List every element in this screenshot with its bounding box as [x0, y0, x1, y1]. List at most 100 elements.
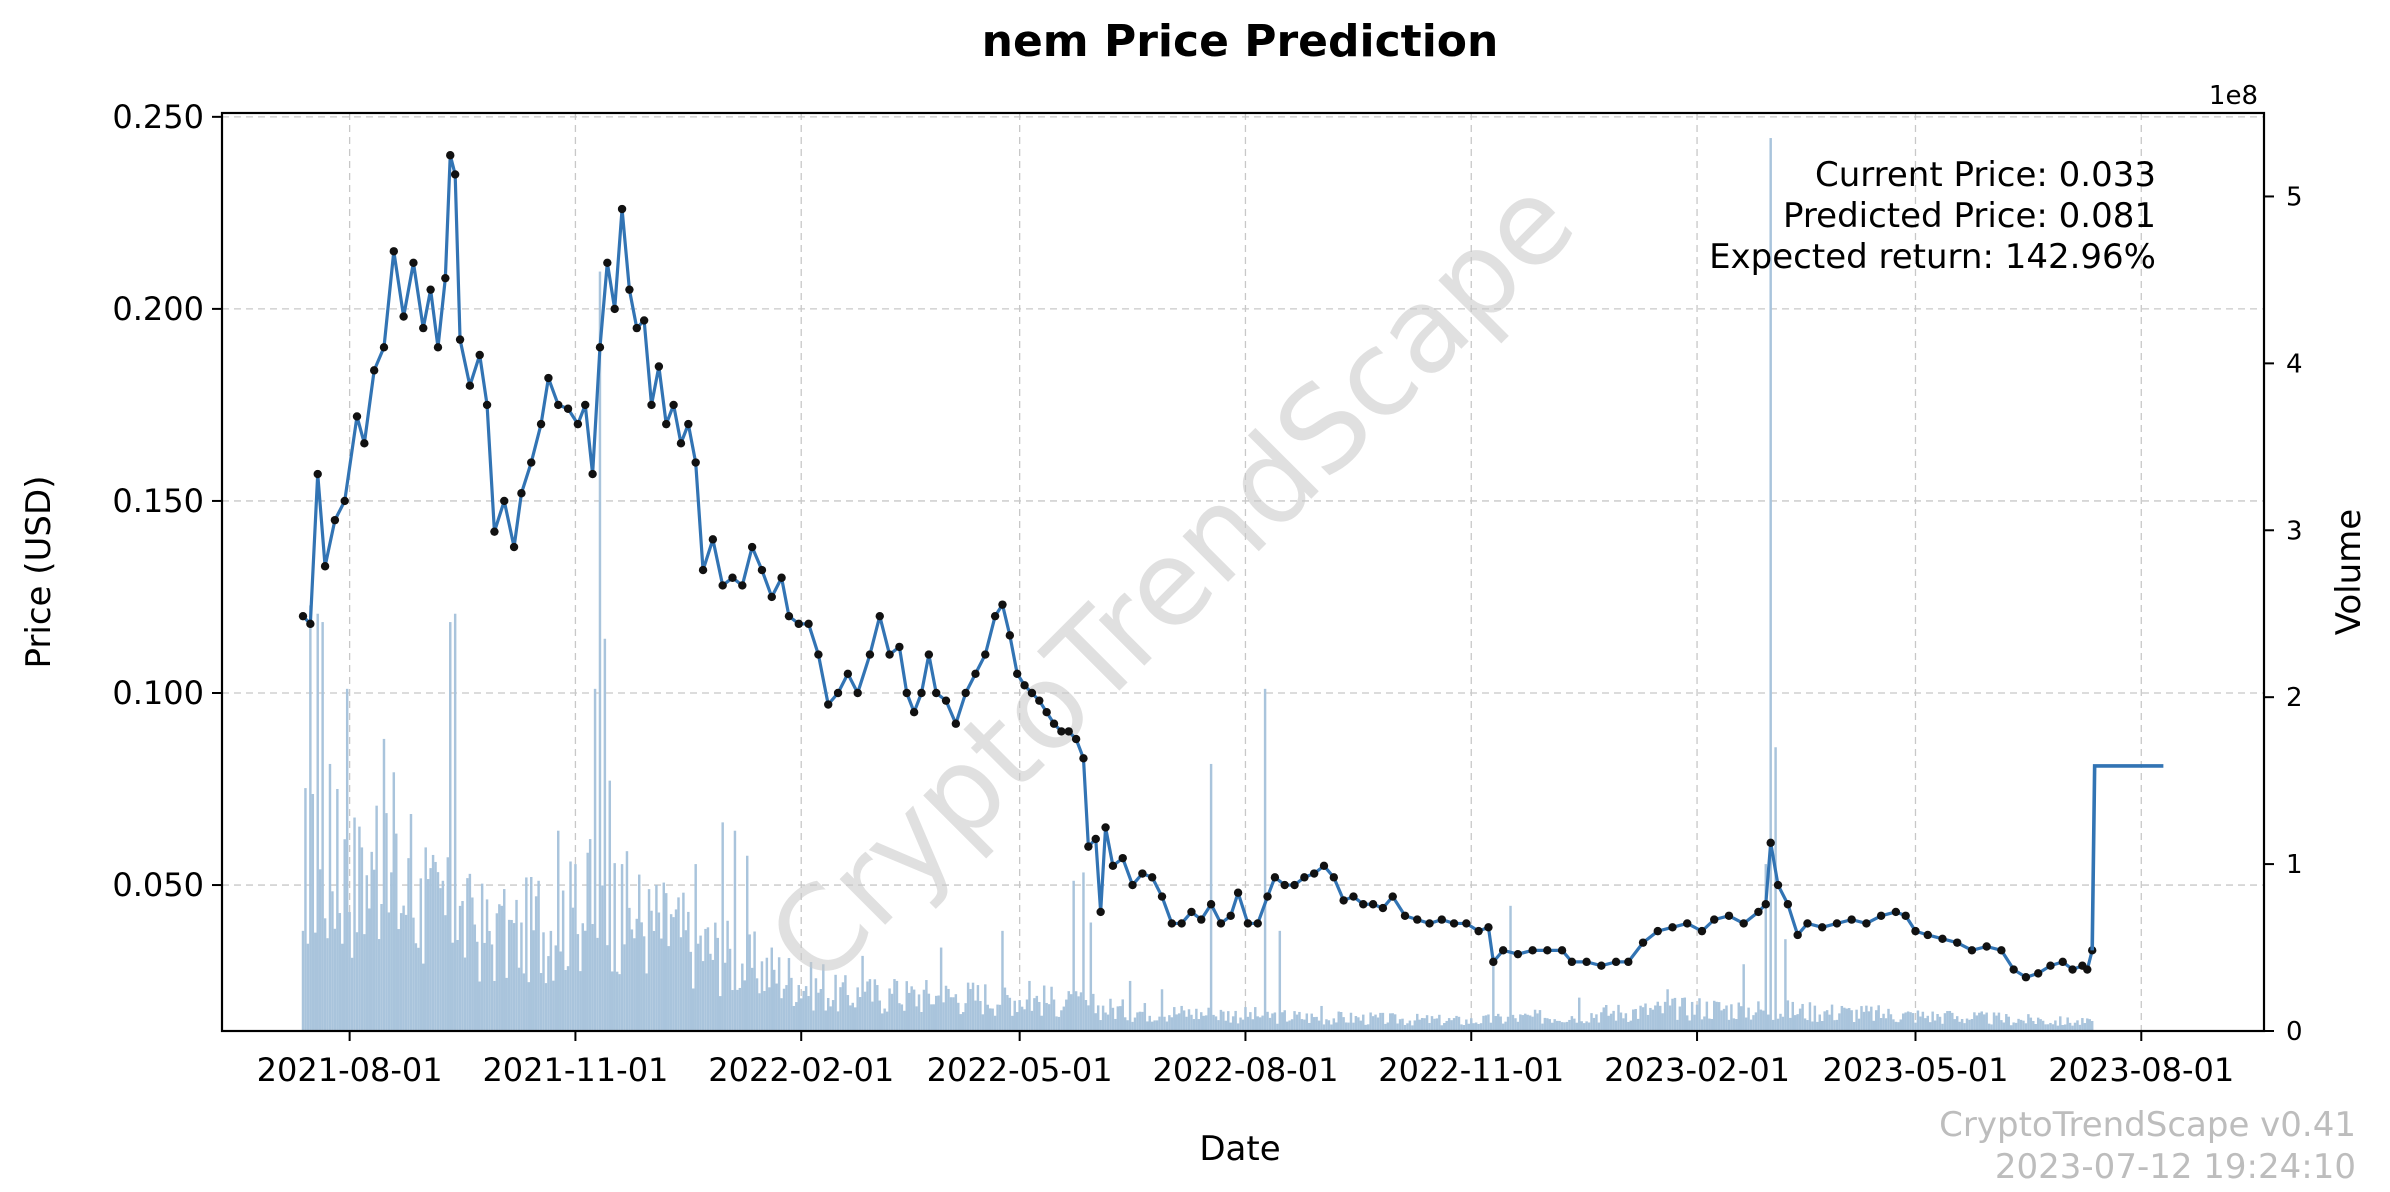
volume-bar: [1818, 1014, 1821, 1031]
volume-bar: [1398, 1019, 1402, 1031]
price-point: [1783, 900, 1793, 909]
volume-bar: [1840, 1005, 1844, 1031]
volume-bar: [1737, 1002, 1741, 1031]
x-tick-label: 2023-08-01: [2048, 1051, 2234, 1089]
volume-bar: [903, 1010, 906, 1031]
volume-bar: [1425, 1015, 1429, 1031]
volume-bar: [615, 971, 619, 1031]
volume-bar: [525, 877, 528, 1031]
volume-bar: [1411, 1025, 1414, 1031]
x-tick-label: 2023-05-01: [1823, 1051, 2009, 1089]
volume-bar: [557, 830, 560, 1031]
volume-bar: [1472, 1023, 1475, 1031]
volume-bar: [1995, 1015, 1998, 1031]
volume-bar: [1335, 1022, 1338, 1031]
volume-bar: [380, 904, 383, 1031]
volume-bar: [2041, 1020, 2045, 1031]
volume-bar: [495, 913, 499, 1031]
price-point: [767, 592, 776, 602]
volume-bar: [1592, 1017, 1596, 1031]
volume-bar: [1052, 999, 1056, 1031]
volume-bar: [360, 847, 364, 1031]
volume-bar: [1668, 1005, 1672, 1031]
price-point: [1226, 911, 1235, 920]
volume-bar: [1420, 1017, 1424, 1031]
volume-bar: [1038, 1001, 1041, 1031]
volume-bar: [1396, 1023, 1399, 1031]
volume-bar: [350, 957, 354, 1031]
volume-bar: [1182, 1010, 1186, 1031]
volume-bar: [1764, 864, 1767, 1031]
volume-bar: [1386, 1022, 1390, 1031]
volume-bar: [1656, 1001, 1660, 1031]
price-point: [1020, 681, 1029, 690]
volume-bar: [1332, 1018, 1336, 1031]
volume-bar: [1133, 1017, 1137, 1031]
price-point: [1349, 892, 1358, 901]
volume-bar: [1501, 1023, 1505, 1031]
volume-bar: [642, 936, 646, 1031]
volume-bar: [873, 979, 877, 1031]
volume-bar: [714, 922, 717, 1031]
volume-bar: [1452, 1018, 1456, 1031]
price-point: [885, 650, 894, 659]
volume-bar: [895, 980, 899, 1031]
volume-bar: [1686, 1015, 1689, 1031]
price-point: [833, 688, 843, 698]
volume-bar: [620, 864, 624, 1031]
volume-bar: [434, 861, 437, 1031]
price-point: [728, 573, 737, 582]
volume-bar: [795, 1002, 798, 1031]
volume-bar: [372, 869, 376, 1031]
volume-bar: [1931, 1011, 1934, 1031]
volume-bar: [1288, 1020, 1291, 1031]
volume-bar: [1749, 1019, 1753, 1031]
volume-bar: [554, 945, 558, 1031]
volume-bar: [942, 1002, 945, 1031]
price-point: [610, 304, 619, 314]
volume-bar: [768, 987, 771, 1031]
volume-bar: [1165, 1021, 1169, 1031]
volume-bar: [611, 971, 614, 1031]
price-point: [757, 565, 767, 575]
volume-bar: [1401, 1018, 1404, 1031]
price-point: [990, 611, 1000, 621]
volume-bar: [1062, 1006, 1066, 1031]
volume-bar: [1634, 1008, 1637, 1031]
volume-bar: [1337, 1011, 1340, 1031]
volume-bar: [1123, 1017, 1127, 1031]
price-point: [1216, 919, 1226, 928]
price-point: [1938, 934, 1947, 944]
volume-bar: [1884, 1018, 1888, 1031]
volume-bar: [1565, 1021, 1569, 1031]
volume-bar: [1978, 1012, 1981, 1031]
volume-bar: [493, 980, 496, 1031]
volume-bar: [1722, 1008, 1726, 1031]
volume-bar: [1563, 1022, 1566, 1031]
volume-bar: [1116, 1006, 1120, 1031]
volume-bar: [1622, 1018, 1625, 1031]
volume-bar: [2068, 1022, 2072, 1031]
price-point: [2046, 961, 2055, 970]
price-point: [2068, 965, 2077, 974]
volume-bar: [645, 973, 648, 1031]
volume-bar: [1312, 1017, 1316, 1031]
volume-bar: [1006, 995, 1009, 1031]
price-point: [1513, 949, 1523, 959]
volume-bar: [527, 982, 531, 1031]
volume-bar: [566, 966, 570, 1031]
volume-bar: [1131, 1021, 1134, 1031]
volume-bar: [996, 1004, 999, 1031]
volume-bar: [623, 944, 626, 1031]
volume-bar: [515, 899, 518, 1031]
volume-bar: [2022, 1020, 2025, 1031]
y-axis-ticks: 0.050 0.100 0.150 0.200 0.250: [112, 98, 222, 904]
price-point: [865, 650, 875, 659]
volume-bar: [1246, 1016, 1250, 1031]
volume-bar: [1874, 1010, 1878, 1031]
volume-bar: [1015, 1012, 1019, 1031]
volume-bar: [2017, 1018, 2020, 1031]
volume-bar: [925, 980, 928, 1031]
price-series: [298, 151, 2097, 982]
